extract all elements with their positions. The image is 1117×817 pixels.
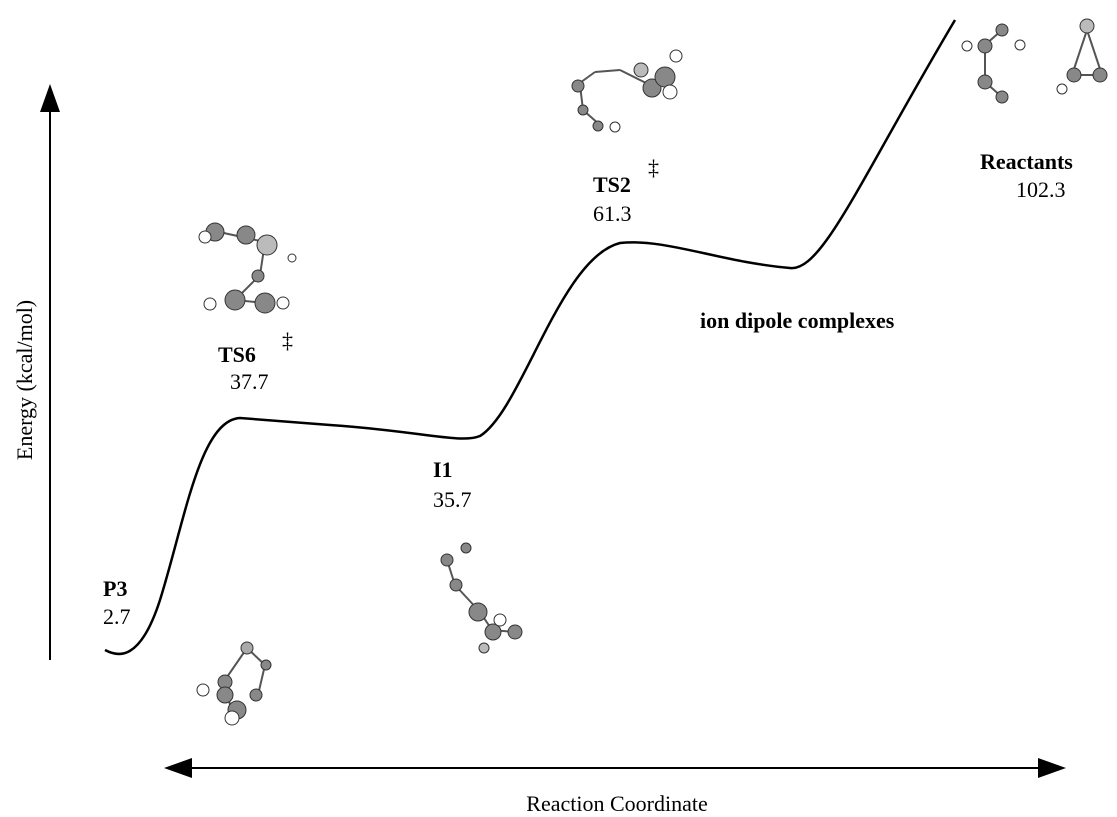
molecule-p3 <box>197 642 271 725</box>
transition-mark: ‡ <box>648 155 659 180</box>
page: Energy (kcal/mol) Reaction Coordinate P3… <box>0 0 1117 817</box>
energy-curve <box>105 20 955 654</box>
state-energy: 37.7 <box>230 369 269 394</box>
molecule-ts6 <box>199 223 296 313</box>
state-energy: 2.7 <box>103 604 131 629</box>
molecule-ts2 <box>572 50 682 132</box>
transition-mark: ‡ <box>282 328 293 353</box>
annotation: ion dipole complexes <box>700 308 895 333</box>
molecule-i1 <box>441 543 522 653</box>
molecule-reactants <box>962 19 1107 103</box>
state-label: I1 <box>433 457 453 482</box>
state-label: TS2 <box>593 172 631 197</box>
state-label: TS6 <box>218 342 256 367</box>
state-energy: 102.3 <box>1016 177 1066 202</box>
y-axis-label: Energy (kcal/mol) <box>12 300 37 460</box>
state-energy: 61.3 <box>593 201 632 226</box>
state-label: Reactants <box>980 149 1073 174</box>
energy-diagram: Energy (kcal/mol) Reaction Coordinate P3… <box>0 0 1117 817</box>
state-energy: 35.7 <box>433 487 472 512</box>
state-label: P3 <box>103 576 127 601</box>
x-axis-label: Reaction Coordinate <box>526 791 707 816</box>
